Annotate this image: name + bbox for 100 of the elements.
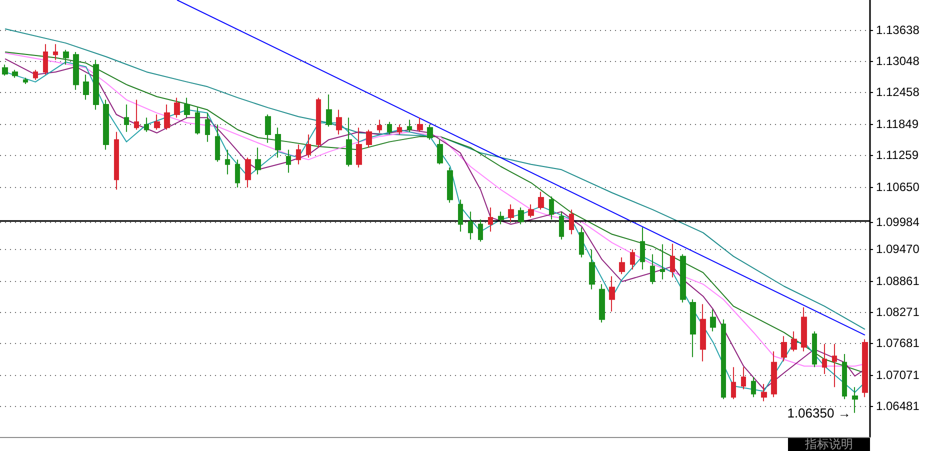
candlestick — [609, 276, 615, 312]
candlestick — [245, 157, 251, 188]
candlestick — [559, 211, 564, 240]
candlestick — [427, 124, 433, 140]
candlestick — [255, 147, 261, 175]
candlestick — [842, 354, 847, 400]
candlestick — [862, 338, 868, 398]
candlestick — [690, 298, 696, 358]
candlestick — [235, 159, 240, 188]
candlestick — [23, 77, 28, 85]
candlestick — [660, 244, 665, 280]
candlestick — [670, 243, 675, 278]
candlestick — [73, 52, 79, 90]
candlestick — [488, 206, 493, 232]
candlestick — [346, 117, 352, 167]
candlestick — [356, 127, 362, 168]
candlestick — [518, 206, 524, 225]
annotation: 1.06350 → — [787, 405, 851, 420]
y-tick-label: 1.09984 — [876, 214, 920, 229]
candlestick — [296, 144, 301, 165]
candlestick — [619, 256, 625, 275]
candlestick — [447, 167, 453, 204]
candlestick — [751, 376, 756, 398]
candlestick — [377, 119, 382, 134]
candlestick — [184, 97, 190, 118]
y-tick-label: 1.08271 — [876, 304, 920, 319]
candlestick — [549, 196, 554, 220]
candlestick — [812, 330, 817, 368]
candlestick — [286, 149, 291, 174]
candlestick — [225, 149, 230, 175]
candlestick — [366, 129, 372, 148]
candlestick — [832, 344, 837, 388]
candlestick — [265, 114, 271, 144]
candlestick — [397, 124, 402, 135]
y-tick-label: 1.12458 — [876, 85, 920, 100]
candlestick — [791, 330, 797, 352]
candlestick — [124, 104, 129, 132]
candlestick — [700, 304, 706, 362]
candlestick — [589, 248, 595, 290]
candlestick — [33, 69, 38, 80]
candlestick — [154, 114, 160, 130]
y-tick-label: 1.10650 — [876, 180, 920, 194]
candlestick — [538, 191, 544, 210]
y-tick-label: 1.07681 — [876, 336, 920, 350]
y-tick-label: 1.13638 — [876, 23, 920, 38]
candlestick — [852, 386, 858, 414]
candlestick — [134, 99, 139, 130]
candlestick — [63, 49, 69, 66]
candlestick — [731, 366, 736, 400]
candlestick — [2, 64, 8, 76]
candlestick — [771, 350, 777, 398]
y-tick-label: 1.06481 — [876, 398, 920, 413]
candlestick — [306, 134, 311, 158]
candlestick — [174, 97, 180, 118]
line-series — [4, 28, 866, 330]
candlestick — [478, 219, 483, 242]
candlestick — [781, 336, 787, 362]
candlestick — [144, 117, 149, 132]
candlestick — [569, 209, 574, 235]
candlestick — [12, 69, 18, 78]
annotation: 指标说明 — [804, 437, 853, 451]
candlestick — [710, 308, 716, 332]
candlestick — [650, 254, 655, 285]
candlestick — [93, 59, 99, 110]
candlestick — [599, 284, 605, 323]
candlestick — [508, 204, 514, 222]
candlestick — [53, 44, 58, 60]
candlestick — [630, 248, 635, 270]
candlestick — [640, 226, 645, 270]
candlestick — [387, 121, 392, 135]
candlestick — [822, 344, 827, 374]
y-tick-label: 1.09470 — [876, 242, 920, 256]
y-tick-label: 1.07071 — [876, 368, 920, 382]
y-tick-label: 1.11259 — [876, 148, 919, 162]
candlestick — [103, 99, 109, 150]
candlestick — [205, 112, 210, 142]
candlestick — [801, 306, 807, 352]
candlestick — [164, 104, 170, 130]
candlestick — [468, 211, 473, 240]
candlestick — [275, 127, 281, 158]
candlestick — [43, 44, 48, 76]
candlestick — [498, 211, 504, 225]
candlestick — [528, 204, 534, 218]
candlestick — [407, 119, 412, 132]
candlestick — [316, 97, 321, 148]
candlestick — [680, 254, 686, 304]
candlestick — [195, 107, 200, 135]
candlestick — [336, 109, 342, 135]
candlestick — [458, 199, 463, 232]
candlestick — [579, 226, 584, 258]
candlestick — [114, 131, 119, 190]
candlestick — [215, 124, 220, 162]
y-tick-label: 1.11849 — [876, 117, 919, 132]
y-tick-label: 1.08861 — [876, 274, 920, 288]
candlestick — [326, 94, 332, 128]
candlestick — [761, 383, 767, 402]
y-tick-label: 1.13048 — [876, 54, 920, 68]
candlestick — [437, 139, 443, 165]
candlestick — [83, 74, 89, 100]
candlestick — [417, 117, 423, 132]
